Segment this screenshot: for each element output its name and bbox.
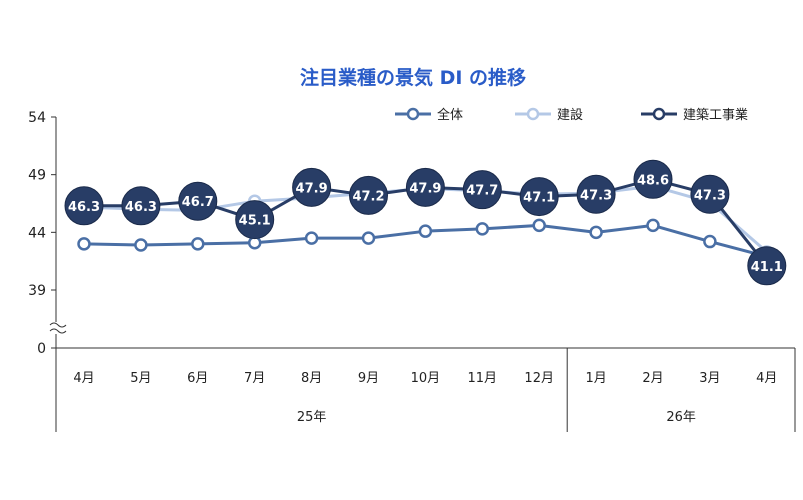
data-label: 47.3	[694, 188, 726, 203]
data-point	[191, 237, 205, 251]
year-group-label: 26年	[666, 410, 696, 425]
data-point	[532, 218, 546, 233]
data-label: 48.6	[637, 173, 669, 188]
x-tick-label: 1月	[585, 371, 606, 386]
data-label: 45.1	[239, 214, 271, 229]
data-label: 47.7	[466, 184, 498, 199]
data-label: 46.3	[125, 200, 157, 215]
data-point-big	[121, 186, 161, 226]
data-point-big	[633, 159, 673, 199]
data-point	[703, 234, 717, 249]
data-point	[646, 218, 660, 233]
legend-label: 建築工事業	[683, 107, 748, 123]
legend-marker	[526, 107, 540, 121]
data-point	[361, 231, 376, 245]
y-tick-label: 49	[28, 168, 46, 184]
data-point-big	[747, 246, 787, 286]
legend-label: 全体	[437, 107, 463, 123]
data-label: 47.1	[523, 191, 555, 206]
data-point	[475, 222, 490, 236]
data-point-big	[292, 167, 332, 207]
data-point	[589, 225, 603, 240]
data-label: 47.2	[352, 189, 384, 204]
data-point-big	[349, 175, 388, 215]
data-point-big	[235, 200, 275, 240]
data-label: 47.9	[409, 181, 441, 196]
data-label: 47.9	[296, 181, 328, 196]
legend-marker	[406, 107, 420, 121]
data-label: 46.7	[182, 195, 214, 210]
chart-title: 注目業種の景気 DI の推移	[300, 66, 526, 89]
y-tick-label: 0	[37, 341, 46, 357]
axis-break-mark	[49, 328, 67, 334]
data-point-big	[519, 177, 559, 217]
y-tick-label: 44	[28, 225, 46, 241]
x-tick-label: 4月	[73, 371, 94, 386]
data-point-big	[405, 167, 445, 207]
data-label: 47.3	[580, 188, 612, 203]
x-tick-label: 12月	[524, 371, 554, 386]
y-tick-label: 39	[28, 283, 46, 299]
markers	[64, 159, 787, 286]
x-tick-label: 11月	[468, 371, 498, 386]
data-point-big	[178, 181, 218, 221]
x-tick-label: 4月	[756, 371, 777, 386]
data-point	[418, 224, 433, 238]
data-point-big	[64, 186, 104, 226]
data-point-big	[462, 170, 502, 210]
x-tick-label: 6月	[187, 371, 208, 386]
data-label: 46.3	[68, 200, 100, 215]
data-labels: 46.3 46.3 46.7 45.1 47.9 47.2 47.9 47.7 47.1 47.3…	[68, 173, 783, 275]
legend-label: 建設	[557, 107, 583, 123]
x-tick-label: 9月	[358, 371, 379, 386]
year-group-label: 25年	[297, 410, 327, 425]
data-point	[77, 237, 91, 251]
legend: 全体 建設 建築工事業	[395, 107, 748, 123]
x-tick-label: 8月	[301, 371, 322, 386]
x-tick-label: 2月	[642, 371, 663, 386]
data-point-big	[690, 174, 730, 214]
legend-marker	[652, 107, 666, 121]
data-point-big	[576, 174, 616, 214]
x-tick-label: 3月	[699, 371, 720, 386]
x-tick-label: 10月	[411, 371, 441, 386]
x-tick-label: 7月	[244, 371, 265, 386]
axis-break-mark	[49, 322, 67, 328]
data-label: 41.1	[751, 260, 783, 275]
x-tick-label: 5月	[130, 371, 151, 386]
data-point	[304, 231, 319, 245]
data-point	[134, 238, 148, 252]
y-tick-label: 54	[28, 110, 46, 126]
axes: 54 49 44 39 0 4月 5月 6月 7月 8月 9月 10月 11月 12月 1月 2月 3月 4月 25…	[28, 110, 796, 432]
